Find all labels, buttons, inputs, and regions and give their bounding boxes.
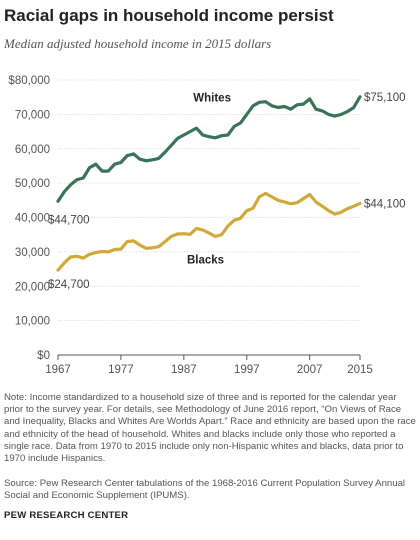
- chart-note: Note: Income standardized to a household…: [4, 392, 416, 465]
- y-tick-label: $0: [37, 350, 50, 362]
- whites-line: [56, 95, 362, 203]
- x-tick-label: 1997: [234, 364, 260, 376]
- gridlines: [58, 79, 360, 356]
- y-tick-label: 20,000: [15, 281, 50, 293]
- blacks-start-label: $24,700: [48, 279, 90, 291]
- y-tick-label: 50,000: [15, 178, 50, 190]
- y-axis-ticks: $0 10,000 20,000 30,000 40,000 50,000 60,000 70…: [8, 75, 50, 362]
- x-tick-label: 1977: [108, 364, 134, 376]
- chart-title: Racial gaps in household income persist: [4, 6, 334, 25]
- x-axis-ticks: 1967 1977 1987 1997 2007 2015: [45, 355, 373, 376]
- series-labels: $75,100 $44,700 $44,100 $24,700 Whites Blacks: [48, 92, 406, 291]
- y-tick-label: 40,000: [15, 213, 50, 225]
- y-tick-label: 60,000: [15, 144, 50, 156]
- x-tick-label: 1987: [171, 364, 197, 376]
- whites-series-label: Whites: [193, 93, 231, 105]
- y-tick-label: 30,000: [15, 247, 50, 259]
- series-lines: [56, 95, 362, 272]
- y-tick-label: 10,000: [15, 316, 50, 328]
- whites-end-label: $75,100: [364, 92, 406, 104]
- blacks-end-label: $44,100: [364, 198, 406, 210]
- y-tick-label: 70,000: [15, 109, 50, 121]
- x-tick-label: 2007: [297, 364, 323, 376]
- x-tick-label: 2015: [347, 364, 373, 376]
- blacks-series-label: Blacks: [187, 255, 224, 267]
- chart-subtitle: Median adjusted household income in 2015…: [4, 36, 272, 51]
- brand-label: PEW RESEARCH CENTER: [4, 510, 129, 521]
- whites-start-label: $44,700: [48, 214, 90, 226]
- x-tick-label: 1967: [45, 364, 71, 376]
- chart-source: Source: Pew Research Center tabulations …: [4, 478, 406, 502]
- line-chart: $0 10,000 20,000 30,000 40,000 50,000 60,000 70…: [8, 75, 406, 376]
- y-tick-label: $80,000: [8, 75, 50, 87]
- blacks-line: [56, 191, 362, 272]
